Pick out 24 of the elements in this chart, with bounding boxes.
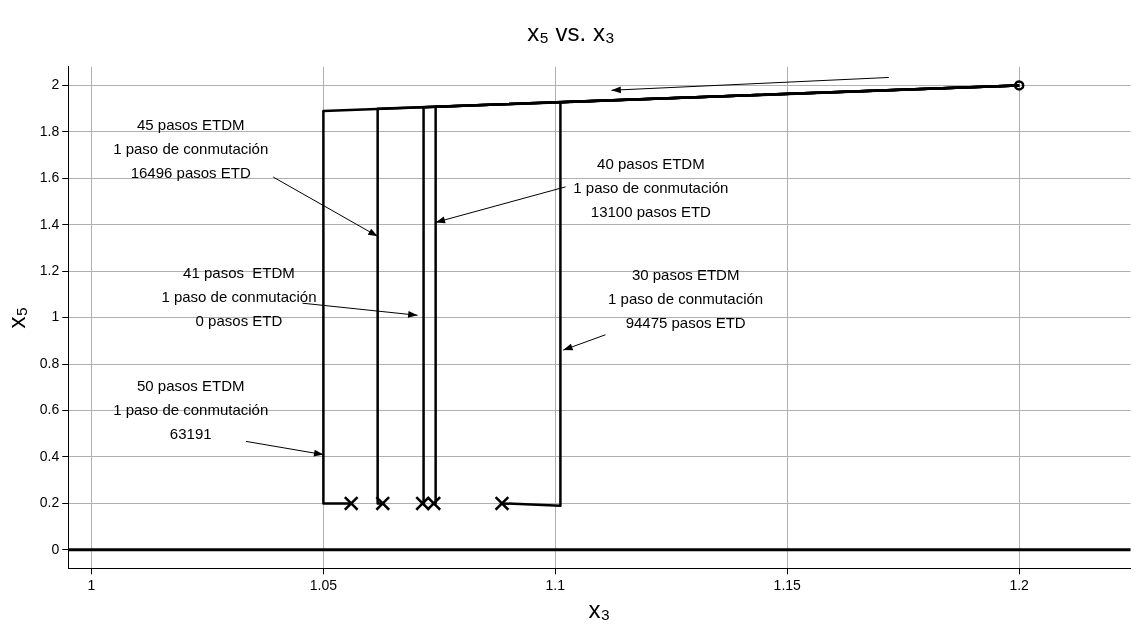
y-tick-label: 0.4 — [39, 447, 60, 464]
x-tick-label: 1.05 — [309, 576, 338, 593]
x-tick-label: 1.1 — [545, 576, 566, 593]
annotation: 50 pasos ETDM 1 paso de conmutación 63191 — [113, 377, 269, 443]
y-tick-label: 1.4 — [39, 215, 60, 232]
annotation: 45 pasos ETDM 1 paso de conmutación 16496 pasos ETD — [113, 115, 269, 181]
x-tick-label: 1.15 — [773, 576, 802, 593]
y-tick-label: 0.8 — [39, 354, 60, 371]
y-tick-label: 0 — [51, 540, 60, 557]
y-axis-title: x₅ — [3, 306, 31, 329]
annotation: 41 pasos ETDM 1 paso de conmutación 0 pasos ETD — [161, 263, 317, 329]
y-tick-label: 1.2 — [39, 262, 60, 279]
annotation: 30 pasos ETDM 1 paso de conmutación 94475 pasos ETD — [608, 265, 764, 331]
x-axis-title: x₃ — [588, 596, 611, 624]
annotation: 40 pasos ETDM 1 paso de conmutación 13100 pasos ETD — [573, 155, 729, 221]
y-tick-label: 0.2 — [39, 494, 60, 511]
y-tick-label: 1 — [51, 308, 60, 325]
chart-title: x₅ vs. x₃ — [527, 19, 615, 47]
y-tick-label: 1.8 — [39, 122, 60, 139]
y-tick-label: 2 — [51, 76, 60, 93]
y-tick-label: 0.6 — [39, 401, 60, 418]
x-tick-label: 1.2 — [1009, 576, 1030, 593]
y-tick-label: 1.6 — [39, 169, 60, 186]
x-tick-label: 1 — [87, 576, 96, 593]
